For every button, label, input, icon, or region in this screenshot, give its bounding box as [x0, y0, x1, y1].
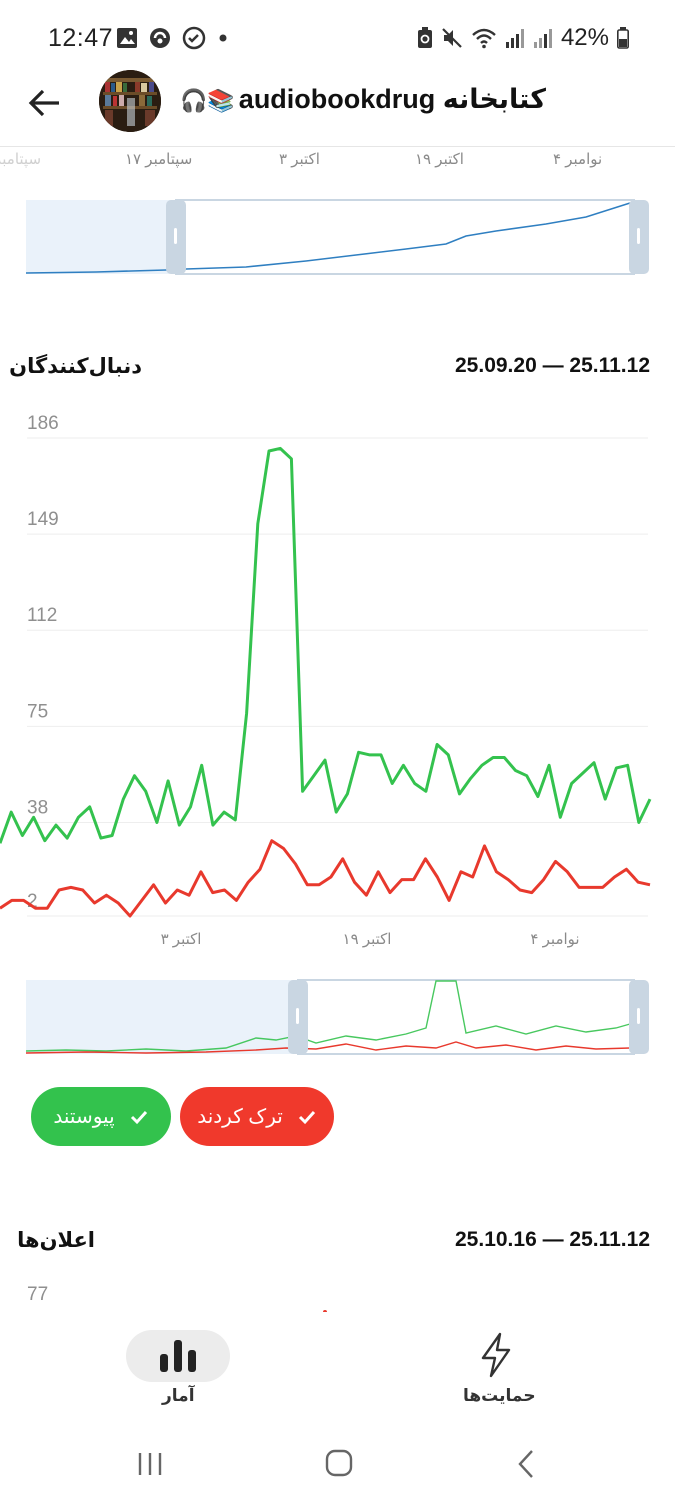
- growth-minimap[interactable]: [26, 198, 649, 278]
- battery-saver-icon: [417, 27, 432, 48]
- channel-emojis: 🎧📚: [180, 88, 235, 113]
- signal-icon-2: [533, 29, 552, 48]
- nav-boosts-label[interactable]: حمایت‌ها: [463, 1386, 536, 1405]
- channel-title-rtl: کتابخانه: [442, 84, 546, 114]
- checkmark-icon: [298, 1110, 315, 1124]
- checkmark-icon: [130, 1110, 147, 1124]
- status-time: 12:47: [48, 24, 114, 52]
- app-header: 🎧📚 audiobookdrug کتابخانه: [0, 62, 675, 142]
- axis-label: نوامبر ۴: [553, 151, 603, 168]
- system-back-icon[interactable]: [514, 1448, 538, 1480]
- bottom-nav: آمار حمایت‌ها: [0, 1312, 675, 1422]
- minimap-window: [297, 979, 635, 1055]
- nav-stats-label[interactable]: آمار: [162, 1386, 195, 1405]
- y-tick-label: 112: [27, 605, 57, 626]
- app-icon: [150, 28, 170, 48]
- bar-chart-icon[interactable]: [158, 1336, 198, 1376]
- axis-label: سپتامبر ۱۷: [125, 151, 193, 168]
- mute-icon: [442, 28, 462, 48]
- joined-toggle-label: پیوستند: [53, 1106, 115, 1128]
- notifications-date-range: 25.10.16 — 25.11.12: [455, 1228, 650, 1251]
- followers-title: دنبال‌کنندگان: [9, 355, 142, 378]
- x-tick-label: نوامبر ۴: [530, 931, 579, 948]
- minimap-shade: [26, 200, 176, 274]
- y-tick-label: 149: [27, 509, 59, 530]
- back-arrow-icon[interactable]: [26, 84, 64, 122]
- status-right-icons: 42%: [417, 24, 629, 52]
- notifications-y-label: 77: [27, 1284, 49, 1305]
- x-tick-label: اکتبر ۱۹: [343, 931, 392, 948]
- signal-icon: [505, 29, 524, 48]
- clipboard-check-icon: [182, 26, 206, 50]
- minimap-window: [175, 199, 635, 275]
- wifi-icon: [472, 28, 496, 49]
- followers-date-range: 25.09.20 — 25.11.12: [455, 354, 650, 377]
- axis-label-partial: سپتامبر: [0, 151, 42, 168]
- x-tick-label: اکتبر ۳: [161, 931, 202, 948]
- y-tick-label: 186: [27, 413, 59, 434]
- y-tick-label: 2: [27, 891, 38, 912]
- left-series-line: [0, 839, 651, 918]
- minimap-green-line: [26, 980, 631, 1052]
- channel-avatar[interactable]: [99, 70, 161, 132]
- recent-apps-icon[interactable]: [136, 1450, 164, 1478]
- status-left-icons: [116, 26, 230, 50]
- joined-series-line: [0, 446, 652, 844]
- axis-label: اکتبر ۳: [279, 151, 320, 168]
- channel-title-latin: audiobookdrug: [238, 84, 436, 114]
- y-tick-label: 38: [27, 797, 48, 818]
- left-toggle-label: ترک کردند: [197, 1106, 283, 1128]
- lightning-icon[interactable]: [478, 1332, 514, 1378]
- system-nav-bar: [0, 1430, 675, 1500]
- y-tick-label: 75: [27, 701, 48, 722]
- image-icon: [117, 28, 137, 48]
- followers-chart: 2 38 75 112 149 186 اکتبر ۳ اکتبر ۱۹ نوامبر ۴: [0, 413, 652, 948]
- axis-label: اکتبر ۱۹: [415, 151, 464, 168]
- channel-title: 🎧📚 audiobookdrug کتابخانه: [180, 84, 546, 115]
- notifications-title: اعلان‌ها: [17, 1229, 95, 1252]
- battery-percent: 42%: [560, 24, 609, 51]
- battery-icon: [617, 27, 629, 49]
- minimap-shade: [26, 980, 298, 1054]
- joined-toggle[interactable]: پیوستند: [31, 1087, 171, 1146]
- status-bar: 12:47: [0, 0, 675, 78]
- left-toggle[interactable]: ترک کردند: [180, 1087, 334, 1146]
- followers-minimap[interactable]: [26, 978, 649, 1058]
- home-icon[interactable]: [324, 1448, 354, 1478]
- minimap-red-line: [26, 1041, 631, 1054]
- header-divider: [0, 146, 675, 147]
- dot-icon: [219, 34, 227, 42]
